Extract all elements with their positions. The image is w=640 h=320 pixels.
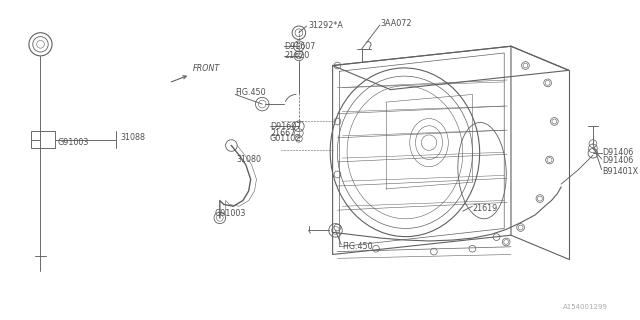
Text: 31088: 31088 — [120, 133, 145, 142]
Text: D91406: D91406 — [603, 148, 634, 157]
Text: 21619: 21619 — [472, 204, 498, 213]
Text: 31080: 31080 — [236, 156, 261, 164]
Text: D91406: D91406 — [603, 156, 634, 165]
Text: G91003: G91003 — [214, 209, 245, 218]
Text: 21620: 21620 — [284, 52, 310, 60]
Bar — [31, 131, 55, 148]
Text: B91401X: B91401X — [603, 167, 639, 176]
Text: G01102: G01102 — [270, 134, 301, 143]
Text: G91003: G91003 — [58, 138, 89, 147]
Text: FIG.450: FIG.450 — [236, 88, 266, 97]
Text: 31292*A: 31292*A — [308, 20, 344, 29]
Text: 3AA072: 3AA072 — [381, 19, 412, 28]
Text: FIG.450: FIG.450 — [342, 242, 373, 251]
Text: A154001299: A154001299 — [563, 304, 607, 309]
Text: D91607: D91607 — [270, 122, 301, 131]
Text: D91607: D91607 — [284, 42, 316, 51]
Text: 21667: 21667 — [270, 129, 295, 138]
Text: FRONT: FRONT — [172, 64, 220, 82]
